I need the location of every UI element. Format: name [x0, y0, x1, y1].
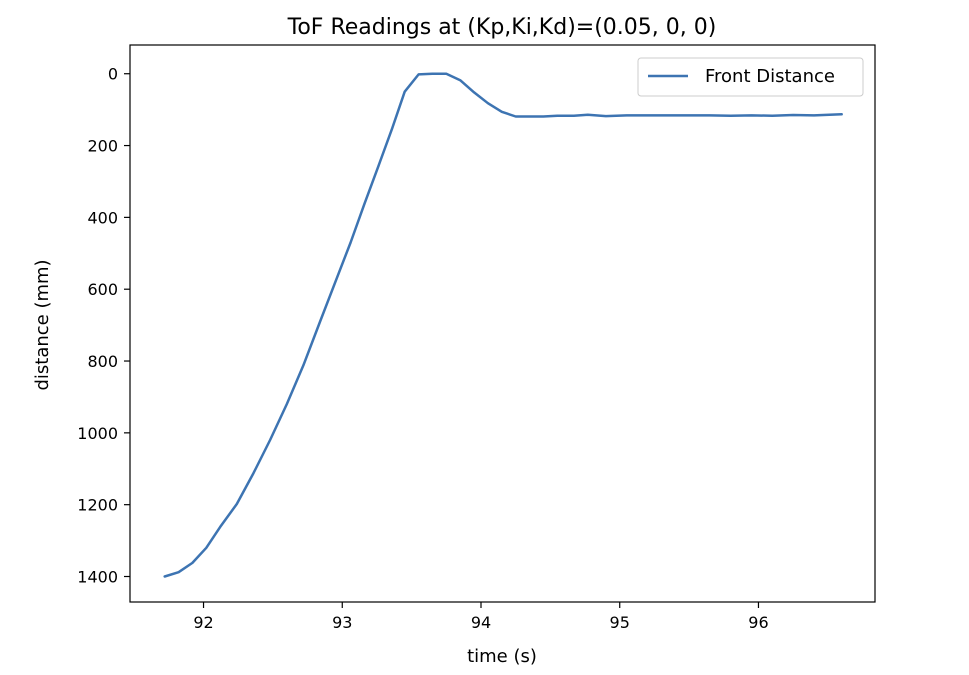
y-tick-label: 600: [87, 280, 118, 299]
y-tick-label: 200: [87, 137, 118, 156]
x-tick-label: 92: [193, 613, 213, 632]
x-tick-label: 94: [471, 613, 491, 632]
chart-title: ToF Readings at (Kp,Ki,Kd)=(0.05, 0, 0): [287, 15, 717, 40]
legend: Front Distance: [637, 57, 864, 97]
y-tick-label: 1000: [77, 424, 118, 443]
legend-label: Front Distance: [705, 66, 835, 87]
series-line-0: [163, 72, 843, 578]
axes-frame: [129, 44, 876, 603]
y-axis-label: distance (mm): [32, 259, 53, 390]
x-tick-label: 96: [748, 613, 768, 632]
x-axis-label: time (s): [467, 646, 537, 667]
y-tick-label: 800: [87, 352, 118, 371]
y-tick-label: 0: [108, 65, 118, 84]
y-tick-label: 1200: [77, 496, 118, 515]
y-tick-label: 400: [87, 208, 118, 227]
x-tick-label: 95: [610, 613, 630, 632]
axis-ticks: 92 93 94 95 96 0 200 400 600 800 1000 1200 1400: [77, 65, 768, 632]
x-tick-label: 93: [332, 613, 352, 632]
plot-area: [129, 44, 876, 603]
y-tick-label: 1400: [77, 568, 118, 587]
legend-box: [637, 57, 864, 97]
